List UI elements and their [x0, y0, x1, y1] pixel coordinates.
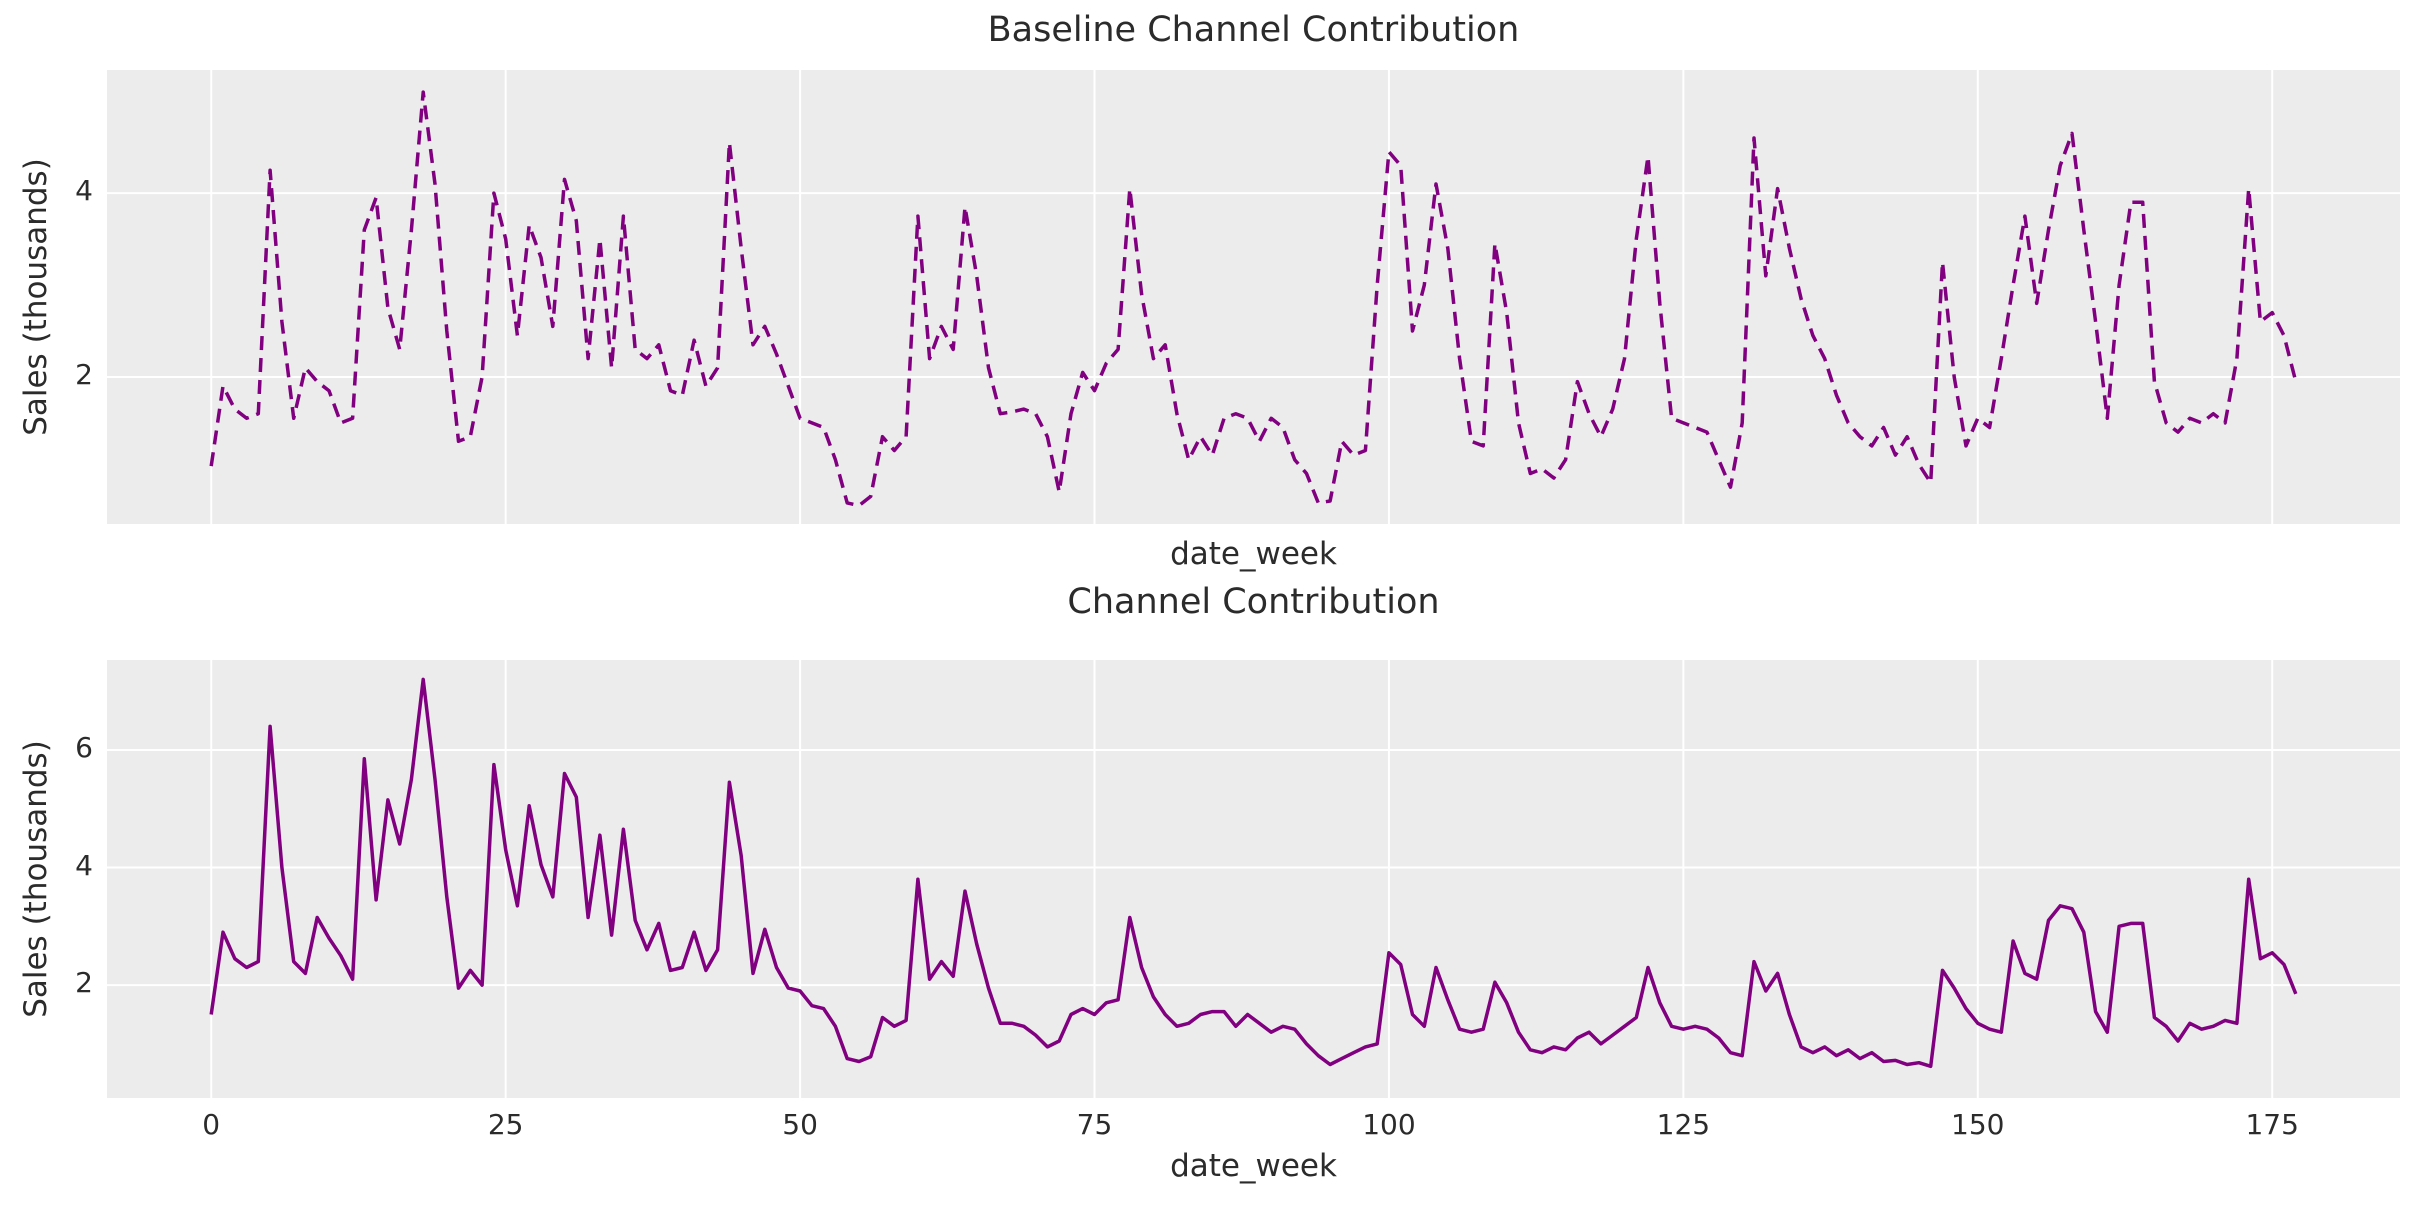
x-tick-label: 50 — [782, 1108, 818, 1141]
channel-y-axis-label: Sales (thousands) — [18, 740, 54, 1018]
channel-chart-title: Channel Contribution — [1067, 582, 1440, 622]
baseline-chart-title: Baseline Channel Contribution — [987, 10, 1520, 50]
x-tick-label: 175 — [2245, 1108, 2299, 1141]
channel-x-axis-label: date_week — [1170, 1148, 1337, 1184]
channel-plot-area — [107, 660, 2400, 1098]
baseline-y-axis-label: Sales (thousands) — [18, 158, 54, 436]
x-tick-label: 100 — [1362, 1108, 1416, 1141]
series-line — [209, 677, 2298, 1069]
x-tick-label: 25 — [487, 1108, 524, 1141]
x-tick-label: 150 — [1951, 1108, 2005, 1141]
x-tick-label: 125 — [1656, 1108, 1711, 1141]
baseline-line-chart — [107, 70, 2400, 524]
channel-line-chart — [107, 660, 2400, 1098]
x-tick-label: 75 — [1076, 1108, 1113, 1141]
baseline-x-axis-label: date_week — [1170, 536, 1337, 572]
x-tick-label: 0 — [202, 1108, 221, 1141]
baseline-plot-area — [107, 70, 2400, 524]
series-line — [209, 90, 2298, 508]
